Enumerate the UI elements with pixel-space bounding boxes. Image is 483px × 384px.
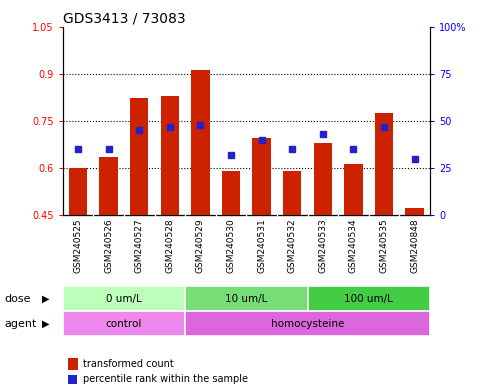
Text: GSM240526: GSM240526 <box>104 218 113 273</box>
Bar <box>344 164 363 215</box>
Text: GSM240525: GSM240525 <box>73 218 83 273</box>
Bar <box>191 70 210 215</box>
Bar <box>375 113 393 215</box>
Bar <box>63 286 185 311</box>
Bar <box>63 311 185 336</box>
Text: GSM240531: GSM240531 <box>257 218 266 273</box>
Text: homocysteine: homocysteine <box>271 318 344 329</box>
Text: 0 um/L: 0 um/L <box>106 293 142 304</box>
Bar <box>253 138 271 215</box>
Text: 100 um/L: 100 um/L <box>344 293 393 304</box>
Text: dose: dose <box>5 293 31 304</box>
Text: transformed count: transformed count <box>83 359 174 369</box>
Bar <box>99 157 118 215</box>
Bar <box>185 286 308 311</box>
Text: 10 um/L: 10 um/L <box>225 293 268 304</box>
Text: agent: agent <box>5 318 37 329</box>
Bar <box>161 96 179 215</box>
Bar <box>185 311 430 336</box>
Bar <box>313 143 332 215</box>
Text: GSM240532: GSM240532 <box>288 218 297 273</box>
Text: percentile rank within the sample: percentile rank within the sample <box>83 374 248 384</box>
Text: GSM240527: GSM240527 <box>135 218 144 273</box>
Text: GSM240534: GSM240534 <box>349 218 358 273</box>
Bar <box>405 208 424 215</box>
Text: GSM240528: GSM240528 <box>165 218 174 273</box>
Bar <box>69 168 87 215</box>
Bar <box>308 286 430 311</box>
Text: GSM240848: GSM240848 <box>410 218 419 273</box>
Text: GSM240529: GSM240529 <box>196 218 205 273</box>
Text: ▶: ▶ <box>42 293 50 304</box>
Text: GDS3413 / 73083: GDS3413 / 73083 <box>63 12 185 26</box>
Text: GSM240530: GSM240530 <box>227 218 236 273</box>
Text: GSM240533: GSM240533 <box>318 218 327 273</box>
Text: GSM240535: GSM240535 <box>380 218 388 273</box>
Bar <box>130 98 148 215</box>
Bar <box>222 170 240 215</box>
Bar <box>283 170 301 215</box>
Text: control: control <box>106 318 142 329</box>
Text: ▶: ▶ <box>42 318 50 329</box>
